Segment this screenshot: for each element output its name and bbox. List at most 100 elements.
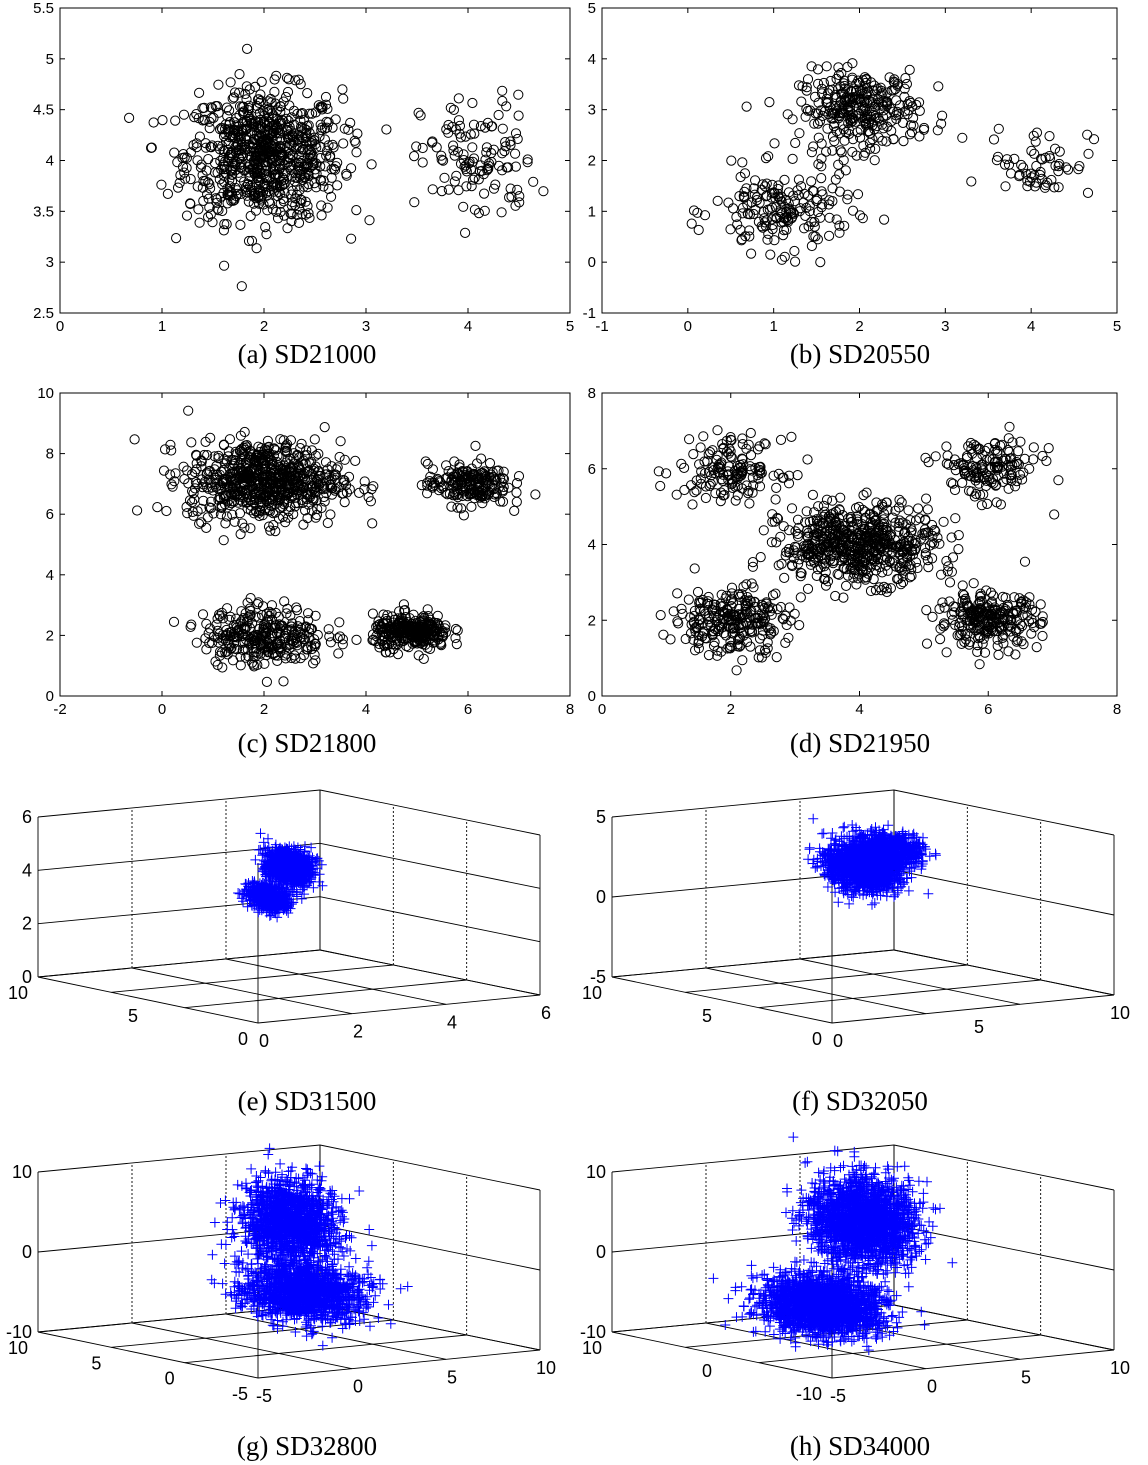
data-point: [323, 183, 334, 195]
data-point: [200, 142, 211, 153]
data-point: [813, 78, 824, 89]
data-point: [258, 105, 269, 116]
y-tick-label: 6: [46, 506, 54, 523]
data-point: [903, 505, 914, 516]
panel-a: 0 1 2 3 4 52.533.544.555.5(a) SD21000: [33, 0, 574, 369]
data-point: [511, 496, 522, 507]
data-point: [514, 197, 525, 208]
data-point: [1016, 159, 1027, 171]
data-point: [224, 174, 235, 185]
data-point: [219, 146, 230, 157]
data-point: [261, 161, 273, 172]
x-tick-label: 6: [464, 701, 472, 718]
data-point: [448, 145, 459, 156]
data-point: [262, 107, 273, 118]
data-point: [282, 86, 294, 98]
data-point: [1082, 187, 1094, 198]
data-point: [783, 632, 794, 643]
data-point: [224, 119, 235, 130]
data-point: [920, 515, 931, 526]
data-point: [302, 121, 313, 132]
data-point: [810, 231, 821, 242]
data-point: [497, 123, 508, 134]
data-point: [234, 152, 245, 164]
data-point: [869, 155, 880, 166]
data-point: [321, 116, 332, 128]
data-point: [339, 497, 350, 508]
data-point: [758, 525, 769, 536]
data-point: [1031, 642, 1042, 653]
panel-caption: (c) SD21800: [238, 728, 377, 758]
data-point: [988, 134, 1000, 145]
y-tick-label: 4: [46, 567, 54, 584]
x-tick-label: 0: [684, 318, 692, 335]
data-point: [854, 210, 866, 221]
data-point: [260, 222, 271, 233]
data-point: [914, 513, 925, 524]
data-point: [251, 100, 262, 112]
data-point: [252, 94, 264, 105]
data-point: [420, 456, 431, 467]
data-point: [205, 183, 216, 194]
data-point: [325, 509, 336, 520]
data-point: [228, 92, 239, 103]
data-point: [1024, 592, 1035, 603]
data-point: [808, 141, 819, 152]
data-point: [465, 129, 476, 140]
data-point: [217, 179, 228, 190]
data-point: [920, 514, 931, 525]
data-point: [276, 117, 287, 128]
data-point: [218, 440, 230, 451]
x-tick-label: 2: [855, 318, 863, 335]
data-point: [898, 136, 909, 147]
data-point: [304, 127, 315, 139]
data-point: [906, 127, 918, 138]
data-point: [211, 197, 222, 208]
data-point: [470, 440, 481, 451]
data-point: [296, 108, 307, 120]
data-point: [282, 223, 293, 234]
data-point: [239, 426, 250, 438]
data-point: [245, 210, 256, 222]
y-tick-label: 3: [588, 102, 596, 119]
data-point: [193, 204, 204, 215]
data-point: [459, 161, 470, 172]
data-point: [824, 230, 835, 241]
data-point: [266, 97, 277, 108]
data-point: [836, 67, 847, 79]
data-point: [461, 181, 472, 192]
data-point: [238, 101, 249, 112]
data-point: [227, 132, 238, 143]
floor-grid-line: [37, 976, 259, 1024]
data-point: [261, 676, 272, 688]
plot-frame-b: [601, 7, 1118, 314]
data-point: [806, 240, 818, 252]
data-point: [481, 147, 492, 158]
data-point: [185, 174, 196, 185]
data-point: [226, 130, 237, 141]
data-point: [325, 637, 336, 648]
data-point: [366, 159, 377, 170]
data-point: [861, 487, 872, 498]
data-point: [210, 101, 221, 112]
data-point: [351, 634, 362, 646]
data-point: [509, 505, 520, 516]
data-point: [279, 210, 290, 221]
data-point: [449, 150, 460, 161]
x-tick-label: 8: [566, 701, 574, 718]
data-point: [281, 72, 293, 83]
data-point: [510, 200, 521, 211]
x-tick-label: 2: [260, 701, 268, 718]
data-point: [1009, 592, 1020, 603]
data-point: [239, 139, 250, 150]
data-point: [1049, 509, 1060, 520]
data-point: [910, 515, 922, 526]
data-point: [802, 583, 814, 595]
data-point: [222, 111, 233, 122]
data-point: [992, 640, 1003, 652]
floor-grid-line: [131, 967, 353, 1015]
data-point: [243, 235, 255, 247]
data-point: [488, 183, 500, 194]
data-point: [310, 139, 321, 150]
data-point: [156, 179, 167, 190]
